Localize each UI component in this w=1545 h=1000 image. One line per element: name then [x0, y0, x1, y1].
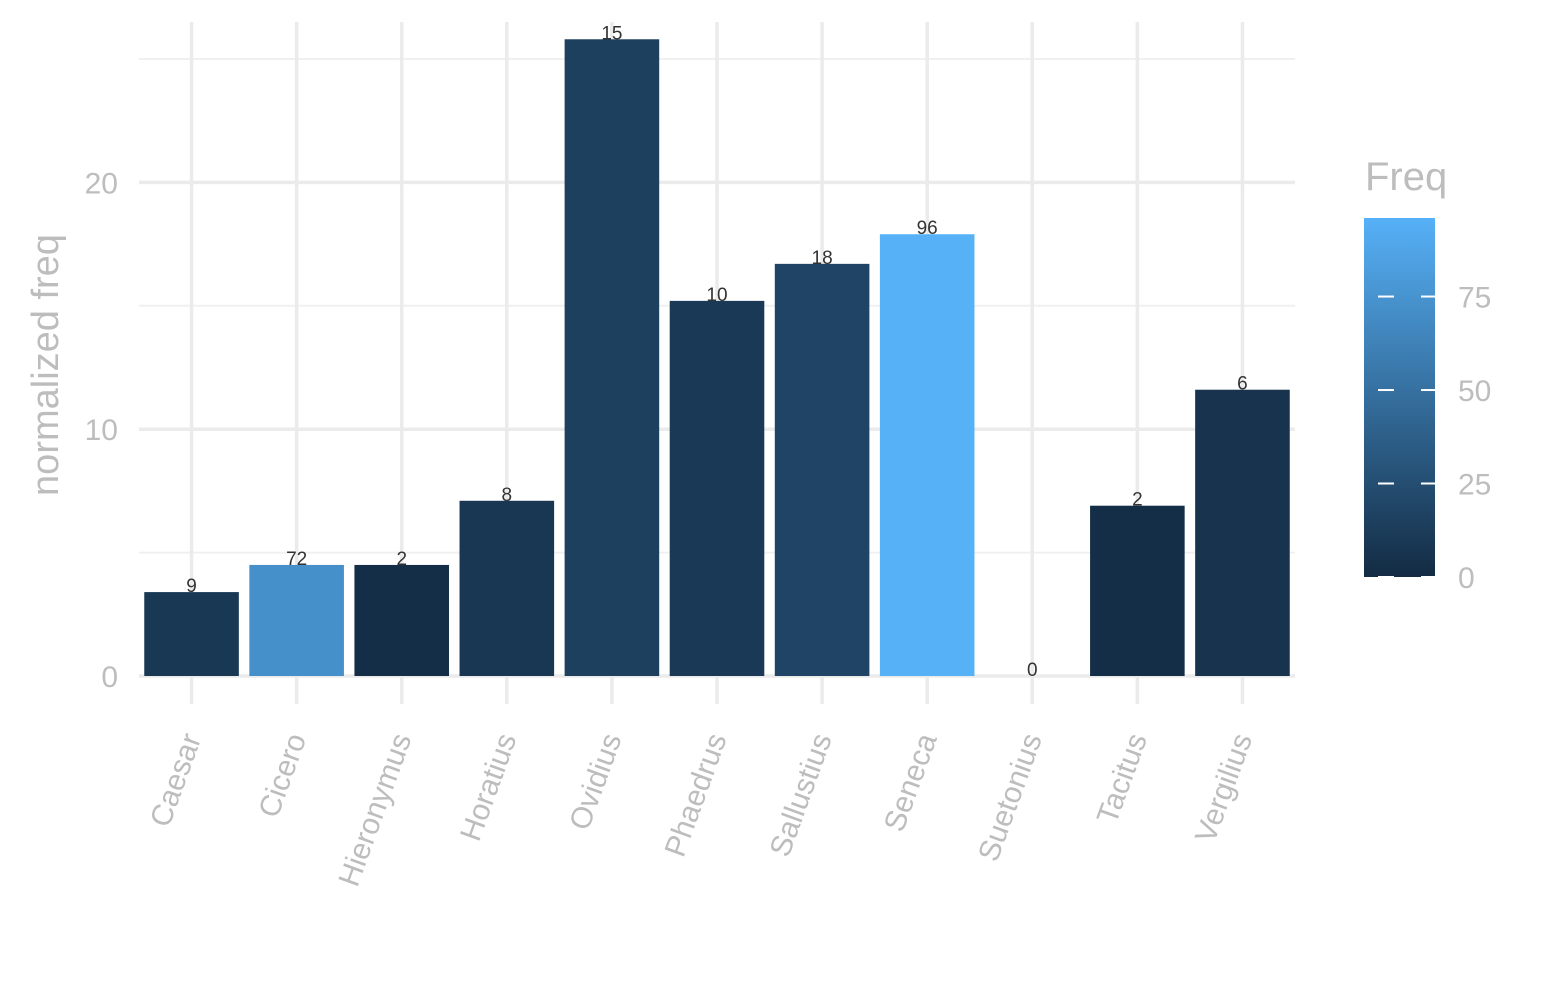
- x-tick-label-suetonius: Suetonius: [972, 729, 1049, 866]
- bar-sallustius: [774, 263, 870, 676]
- bar-label-cicero: 72: [286, 549, 307, 570]
- bars: [144, 39, 1290, 677]
- x-tick-label-vergilius: Vergilius: [1189, 729, 1259, 847]
- x-tick-label-tacitus: Tacitus: [1091, 729, 1154, 828]
- y-tick-label-20: 20: [85, 167, 118, 200]
- bar-seneca: [879, 234, 975, 676]
- bar-vergilius: [1195, 389, 1290, 676]
- x-tick-label-sallustius: Sallustius: [764, 729, 839, 861]
- bar-label-hieronymus: 2: [396, 549, 407, 570]
- legend-tick-label-50: 50: [1458, 375, 1491, 408]
- x-axis: Caesar Cicero Hieronymus Horatius Ovidius Pha…: [144, 729, 1259, 891]
- legend-colorbar: [1364, 218, 1435, 577]
- y-axis-title: normalized freq: [25, 234, 67, 496]
- bar-label-seneca: 96: [917, 218, 938, 239]
- bar-label-ovidius: 15: [601, 23, 622, 44]
- bar-tacitus: [1090, 505, 1185, 676]
- bar-caesar: [144, 592, 239, 676]
- bar-label-horatius: 8: [502, 485, 513, 506]
- x-tick-label-seneca: Seneca: [878, 729, 944, 836]
- bar-label-phaedrus: 10: [706, 285, 727, 306]
- bar-phaedrus: [669, 300, 765, 676]
- x-tick-label-cicero: Cicero: [253, 729, 314, 822]
- bar-label-vergilius: 6: [1237, 374, 1248, 395]
- legend-tick-label-25: 25: [1458, 469, 1491, 502]
- x-tick-label-hieronymus: Hieronymus: [333, 729, 419, 891]
- bar-label-caesar: 9: [186, 576, 197, 597]
- bar-cicero: [249, 564, 344, 676]
- x-tick-label-caesar: Caesar: [144, 729, 208, 831]
- bar-label-suetonius: 0: [1027, 660, 1038, 681]
- bar-hieronymus: [354, 564, 450, 676]
- legend-title: Freq: [1365, 155, 1447, 199]
- bar-ovidius: [564, 39, 660, 677]
- y-tick-label-0: 0: [101, 661, 118, 694]
- y-axis: 0 10 20: [85, 167, 118, 694]
- x-tick-label-ovidius: Ovidius: [563, 729, 628, 834]
- legend-tick-label-75: 75: [1458, 282, 1491, 315]
- bar-label-tacitus: 2: [1132, 490, 1143, 511]
- legend: Freq 0 25 50 75: [1364, 155, 1491, 595]
- bar-labels: 9 72 2 8 15 10 18 96 0 2 6: [186, 23, 1247, 681]
- bar-horatius: [459, 500, 555, 676]
- x-tick-label-horatius: Horatius: [454, 729, 523, 845]
- y-tick-label-10: 10: [85, 414, 118, 447]
- bar-label-sallustius: 18: [812, 248, 833, 269]
- x-tick-label-phaedrus: Phaedrus: [659, 729, 734, 861]
- legend-tick-label-0: 0: [1458, 562, 1475, 595]
